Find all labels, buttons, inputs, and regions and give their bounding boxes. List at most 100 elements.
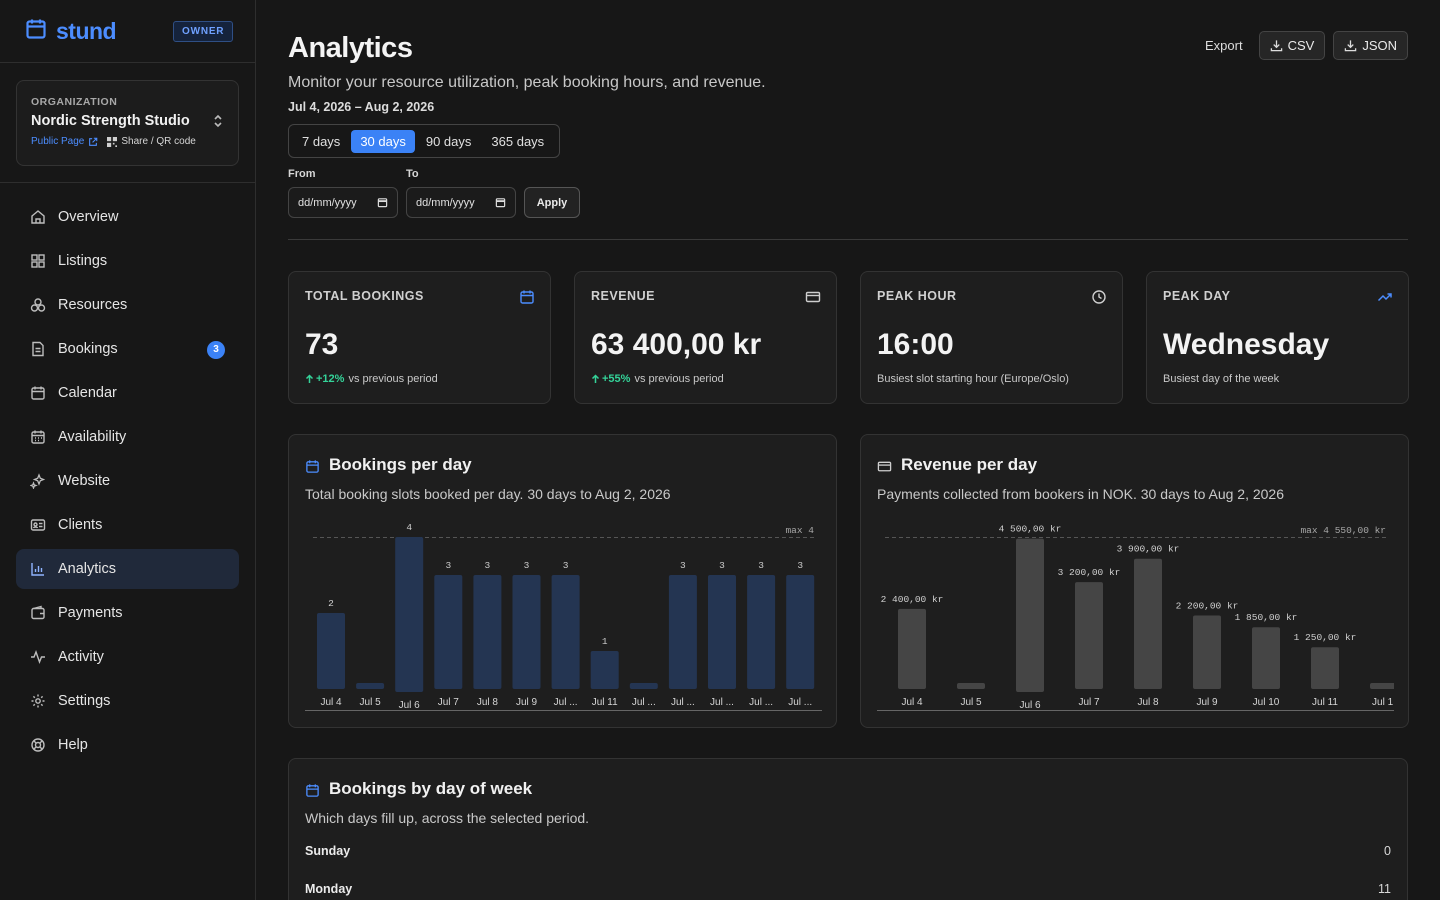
bar[interactable] (473, 575, 502, 689)
bar[interactable] (668, 575, 697, 689)
bar[interactable] (708, 575, 736, 689)
x-tick-label: Jul ... (788, 697, 812, 708)
bar-value-label: 3 900,00 kr (1117, 544, 1180, 555)
from-label: From (288, 168, 316, 180)
chart-title: Revenue per day (901, 455, 1038, 474)
stat-value: 16:00 (877, 328, 954, 361)
bar[interactable] (434, 575, 463, 689)
share-qr-link[interactable]: Share / QR code (121, 136, 196, 147)
weekday-name: Monday (305, 882, 353, 896)
nav-item-settings[interactable]: Settings (16, 681, 239, 721)
range-90-days[interactable]: 90 days (425, 133, 472, 149)
nav-item-clients[interactable]: Clients (16, 505, 239, 545)
chart-title: Bookings per day (329, 455, 472, 474)
x-tick-label: Jul ... (554, 697, 578, 708)
arrow-up-icon (305, 374, 314, 384)
bar-value-label: 3 (758, 560, 764, 571)
delta-text: vs previous period (634, 373, 724, 385)
calendar-icon (305, 783, 320, 798)
x-tick-label: Jul ... (710, 697, 734, 708)
stat-title: PEAK HOUR (877, 289, 957, 303)
export-controls: Export CSV JSON (1205, 31, 1408, 60)
export-label: Export (1205, 38, 1243, 53)
x-tick-label: Jul 7 (438, 697, 460, 708)
bar[interactable] (1016, 538, 1044, 692)
bar-value-label: 4 (406, 522, 412, 533)
bar[interactable] (356, 683, 385, 689)
bar[interactable] (786, 575, 815, 689)
bar-value-label: 1 250,00 kr (1294, 632, 1357, 643)
bar[interactable] (1193, 615, 1221, 689)
nav-label: Bookings (58, 341, 118, 357)
bar[interactable] (747, 575, 776, 689)
bar[interactable] (590, 651, 619, 689)
range-selector: 7 days 30 days 90 days 365 days (288, 124, 561, 158)
export-csv-button[interactable]: CSV (1258, 31, 1326, 60)
calendar-picker-icon (495, 197, 506, 208)
nav-item-activity[interactable]: Activity (16, 637, 239, 677)
calendar-grid-icon (30, 429, 46, 445)
bar[interactable] (1252, 627, 1280, 689)
credit-card-icon (877, 459, 892, 474)
x-tick-label: Jul ... (671, 697, 695, 708)
bar[interactable] (957, 683, 985, 689)
stat-card-peak-day: PEAK DAY Wednesday Busiest day of the we… (1146, 271, 1409, 404)
x-tick-label: Jul ... (632, 697, 656, 708)
download-icon (1270, 39, 1288, 52)
x-tick-label: Jul 10 (1253, 697, 1280, 708)
nav-label: Listings (58, 253, 108, 269)
sidebar-divider (0, 182, 256, 183)
to-date-placeholder: dd/mm/yyyy (416, 196, 475, 209)
bar[interactable] (1075, 582, 1103, 689)
x-tick-label: Jul 6 (399, 700, 421, 711)
to-date-input[interactable]: dd/mm/yyyy (406, 187, 516, 218)
bar[interactable] (898, 608, 926, 689)
apply-button[interactable]: Apply (524, 187, 580, 218)
bar[interactable] (629, 683, 658, 689)
chevron-up-down-icon (213, 114, 223, 128)
bar[interactable] (1134, 558, 1162, 689)
bar-chart-icon (30, 561, 46, 577)
range-365-days[interactable]: 365 days (491, 133, 545, 149)
nav-item-analytics[interactable]: Analytics (16, 549, 239, 589)
range-30-days[interactable]: 30 days (351, 129, 415, 153)
nav-item-listings[interactable]: Listings (16, 241, 239, 281)
org-name: Nordic Strength Studio (31, 113, 190, 129)
bar[interactable] (395, 537, 424, 692)
bar[interactable] (512, 575, 541, 689)
organization-switcher[interactable]: ORGANIZATION Nordic Strength Studio Publ… (16, 80, 239, 166)
nav-item-resources[interactable]: Resources (16, 285, 239, 325)
qr-code-icon (107, 136, 118, 147)
bar-value-label: 1 850,00 kr (1235, 612, 1298, 623)
x-tick-label: Jul 11 (1312, 697, 1338, 708)
bar[interactable] (317, 613, 345, 689)
x-tick-label: Jul 9 (516, 697, 538, 708)
bar-value-label: 4 500,00 kr (999, 524, 1062, 535)
range-7-days[interactable]: 7 days (302, 133, 341, 149)
bar[interactable] (551, 575, 580, 689)
export-json-button[interactable]: JSON (1333, 31, 1408, 60)
public-page-link[interactable]: Public Page (31, 136, 85, 147)
nav-item-bookings[interactable]: Bookings 3 (16, 329, 239, 369)
x-tick-label: Jul 5 (360, 697, 382, 708)
nav-item-availability[interactable]: Availability (16, 417, 239, 457)
x-tick-label: Jul 6 (1019, 700, 1041, 711)
page-title: Analytics (288, 32, 413, 64)
external-link-icon (88, 137, 98, 147)
bar[interactable] (1370, 683, 1394, 689)
bar[interactable] (1311, 647, 1339, 689)
pulse-icon (30, 649, 46, 665)
nav-item-payments[interactable]: Payments (16, 593, 239, 633)
cubes-icon (30, 297, 46, 313)
x-tick-label: Jul 1. (1372, 697, 1394, 708)
brand[interactable]: stund OWNER (0, 0, 255, 63)
nav-item-overview[interactable]: Overview (16, 197, 239, 237)
stat-value: 73 (305, 328, 339, 361)
sidebar: stund OWNER ORGANIZATION Nordic Strength… (0, 0, 256, 900)
from-date-input[interactable]: dd/mm/yyyy (288, 187, 398, 218)
nav-item-help[interactable]: Help (16, 725, 239, 765)
nav-item-calendar[interactable]: Calendar (16, 373, 239, 413)
nav-item-website[interactable]: Website (16, 461, 239, 501)
x-tick-label: Jul 8 (1137, 697, 1159, 708)
credit-card-icon (805, 289, 821, 305)
